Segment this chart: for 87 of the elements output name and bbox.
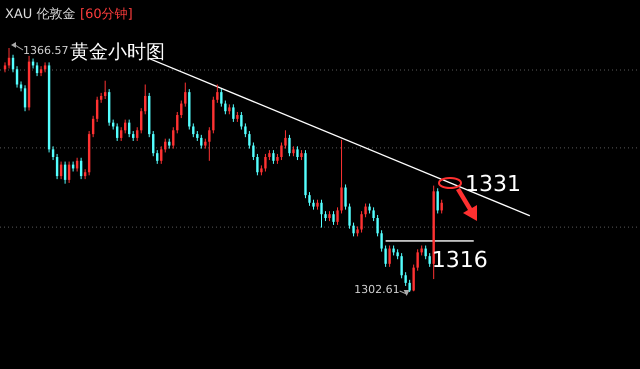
candlestick bbox=[248, 130, 251, 150]
candlestick bbox=[72, 161, 74, 172]
candlestick bbox=[244, 122, 247, 138]
candlestick bbox=[400, 252, 403, 279]
candlestick bbox=[204, 138, 207, 150]
candlestick bbox=[436, 188, 439, 214]
candlestick bbox=[152, 130, 154, 157]
candlestick bbox=[372, 206, 375, 222]
candlestick bbox=[196, 130, 199, 142]
candlestick bbox=[176, 111, 178, 134]
candlestick bbox=[100, 92, 102, 104]
candlestick bbox=[68, 161, 70, 184]
candlestick bbox=[240, 111, 243, 130]
candlestick bbox=[52, 146, 54, 161]
candlestick bbox=[356, 226, 359, 237]
candlestick bbox=[216, 84, 219, 104]
candlestick bbox=[136, 126, 138, 142]
annotation: 1366.57 bbox=[23, 44, 69, 57]
candlestick bbox=[168, 138, 170, 150]
candlestick bbox=[268, 150, 271, 161]
candlestick bbox=[408, 279, 411, 292]
annotation: 1316 bbox=[432, 248, 488, 273]
candlestick bbox=[284, 130, 287, 150]
candlestick bbox=[120, 126, 122, 142]
candlestick bbox=[424, 244, 427, 260]
candlestick bbox=[416, 248, 419, 272]
candlestick bbox=[172, 126, 174, 150]
candlestick bbox=[420, 244, 423, 256]
candlestick bbox=[392, 244, 395, 256]
chart-subtitle: [60分钟] bbox=[80, 7, 133, 22]
candlestick bbox=[104, 80, 106, 100]
candlestick bbox=[60, 161, 62, 180]
candlestick bbox=[404, 272, 407, 286]
candlestick bbox=[144, 84, 146, 115]
candlestick bbox=[32, 58, 34, 69]
candlestick bbox=[124, 119, 126, 134]
candlestick bbox=[64, 161, 66, 184]
candlestick bbox=[92, 115, 94, 138]
candlestick bbox=[40, 66, 42, 77]
candlestick bbox=[116, 122, 118, 142]
candlestick bbox=[256, 153, 259, 176]
candlestick bbox=[164, 138, 166, 153]
candlestick bbox=[96, 96, 98, 122]
candlestick bbox=[232, 104, 235, 122]
candlestick bbox=[200, 134, 203, 150]
candlestick bbox=[112, 119, 114, 130]
candlestick bbox=[428, 252, 431, 268]
candlestick bbox=[376, 214, 379, 237]
candlestick bbox=[264, 153, 267, 172]
candlestick bbox=[360, 210, 363, 234]
candlestick bbox=[84, 168, 86, 180]
candlestick bbox=[220, 88, 223, 108]
candlestick bbox=[160, 146, 162, 164]
candlestick bbox=[388, 244, 391, 268]
candlestick bbox=[380, 230, 383, 252]
candlestick bbox=[56, 153, 58, 180]
candlestick bbox=[36, 62, 38, 77]
candlestick bbox=[76, 157, 78, 172]
candlestick bbox=[44, 62, 46, 73]
chart-title: XAU 伦敦金 bbox=[5, 7, 76, 22]
candlestick bbox=[156, 150, 158, 164]
candlestick bbox=[352, 222, 355, 237]
candlestick bbox=[440, 199, 443, 214]
candlestick bbox=[128, 119, 130, 138]
candlestick bbox=[260, 164, 263, 176]
candlestick bbox=[396, 248, 399, 260]
candlestick bbox=[192, 122, 195, 138]
candlestick bbox=[208, 126, 211, 162]
candlestick bbox=[228, 104, 231, 115]
annotation: 1331 bbox=[465, 172, 521, 197]
candlestick bbox=[140, 108, 142, 134]
candlestick bbox=[368, 203, 371, 214]
annotation: 1302.61 bbox=[354, 283, 400, 296]
candlestick bbox=[252, 142, 255, 161]
candlestick bbox=[132, 130, 134, 142]
candlestick bbox=[272, 150, 275, 164]
candlestick bbox=[276, 153, 279, 164]
candlestick bbox=[280, 142, 283, 161]
candlestick bbox=[364, 203, 367, 218]
candlestick bbox=[236, 111, 239, 122]
candlestick bbox=[80, 157, 82, 180]
candlestick bbox=[184, 82, 186, 108]
annotation: 黄金小时图 bbox=[70, 41, 165, 63]
candlestick bbox=[412, 264, 415, 292]
candlestick bbox=[224, 100, 227, 115]
candlestick bbox=[180, 100, 182, 119]
candlestick bbox=[384, 244, 387, 268]
